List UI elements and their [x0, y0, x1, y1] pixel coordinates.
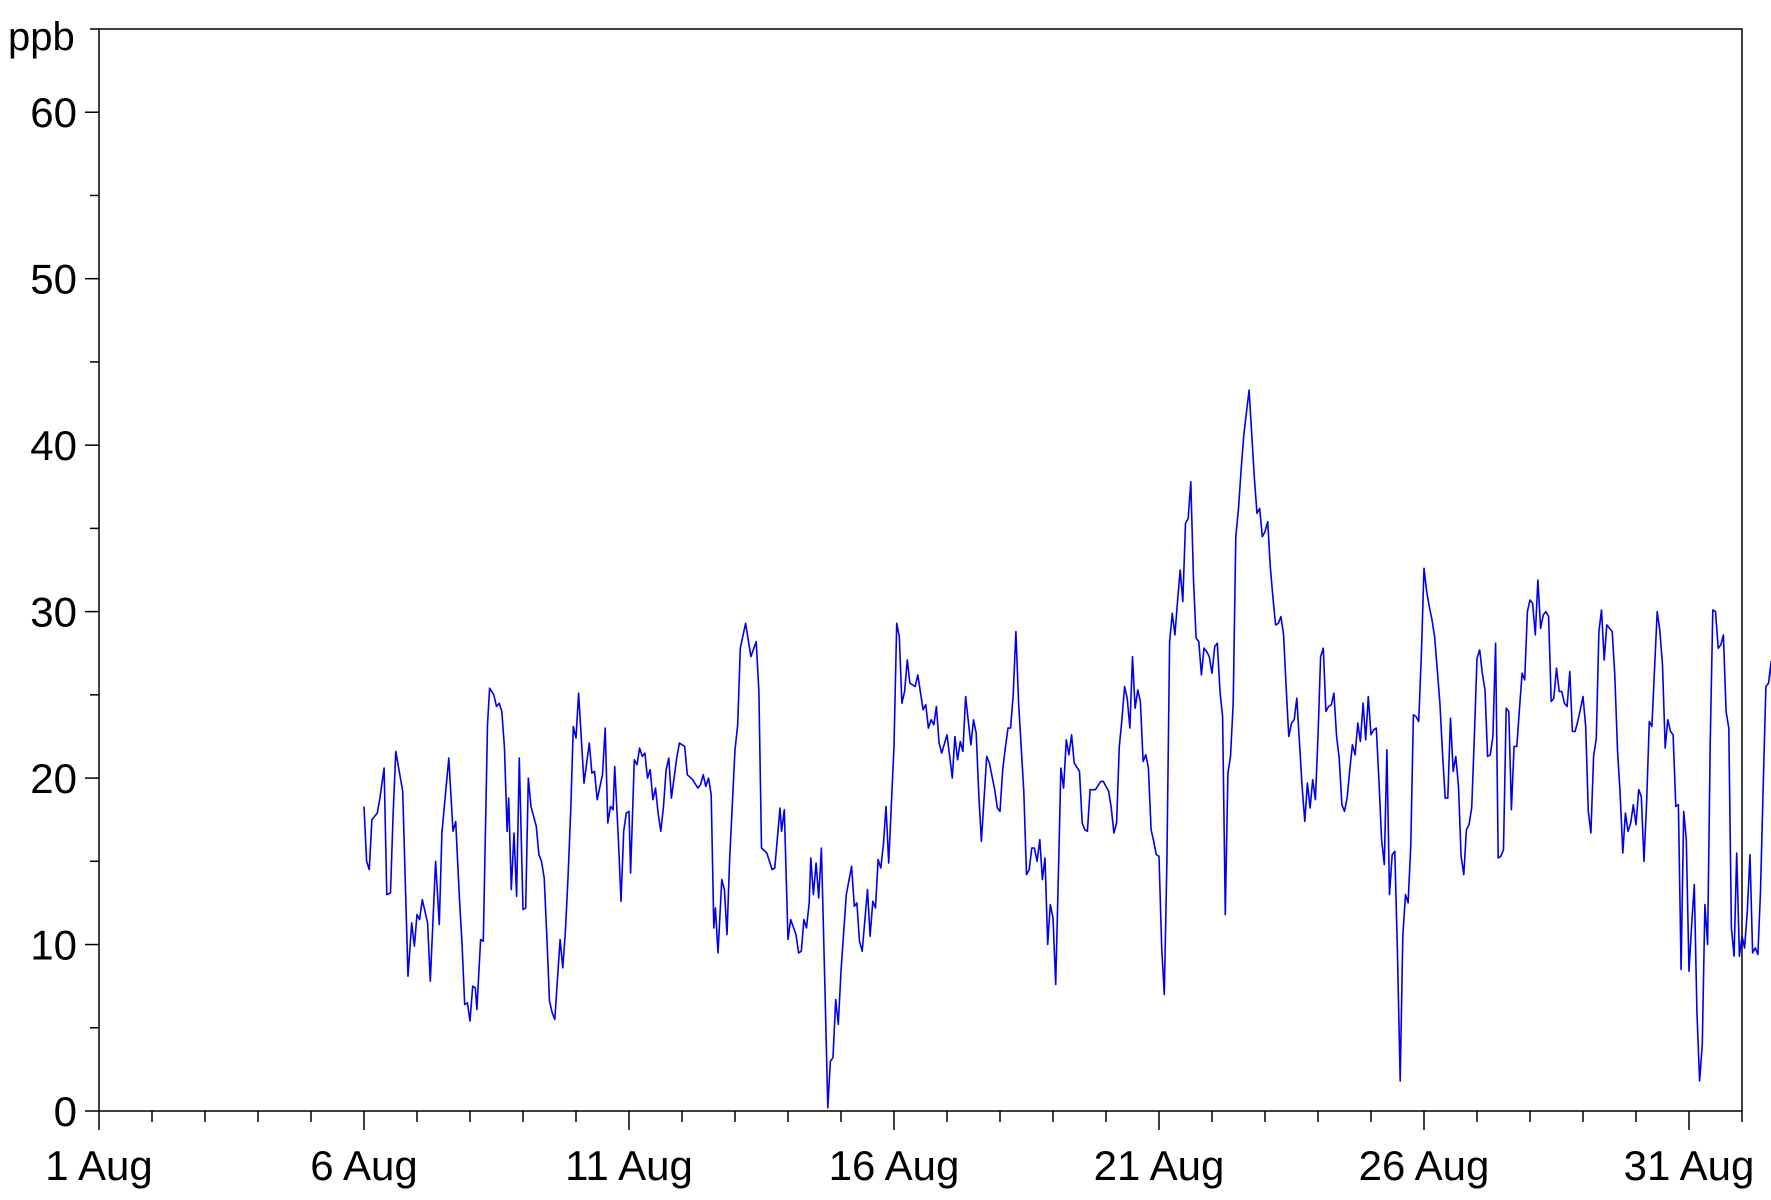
- y-tick-label: 50: [30, 256, 77, 303]
- x-axis: 1 Aug 6 Aug 11 Aug 16 Aug 21 Aug 26 Aug 31 Aug: [45, 1111, 1754, 1189]
- series-line: [363, 389, 1771, 1109]
- x-tick-label: 21 Aug: [1094, 1142, 1225, 1189]
- x-tick-label: 11 Aug: [565, 1142, 693, 1189]
- x-tick-label: 26 Aug: [1359, 1142, 1490, 1189]
- y-tick-label: 20: [30, 755, 77, 802]
- y-tick-label: 30: [30, 589, 77, 636]
- x-tick-label: 1 Aug: [45, 1142, 152, 1189]
- plot-frame: [98, 28, 1743, 1112]
- y-tick-label: 60: [30, 89, 77, 136]
- y-axis-unit-label: ppb: [8, 15, 75, 59]
- x-tick-label: 16 Aug: [829, 1142, 960, 1189]
- x-tick-label: 31 Aug: [1624, 1142, 1755, 1189]
- y-tick-label: 0: [54, 1088, 77, 1135]
- y-tick-label: 40: [30, 422, 77, 469]
- y-tick-label: 10: [30, 922, 77, 969]
- y-axis: 0 10 20 30 40 50 60: [30, 28, 99, 1135]
- x-tick-label: 6 Aug: [310, 1142, 417, 1189]
- series-group: [363, 389, 1771, 1109]
